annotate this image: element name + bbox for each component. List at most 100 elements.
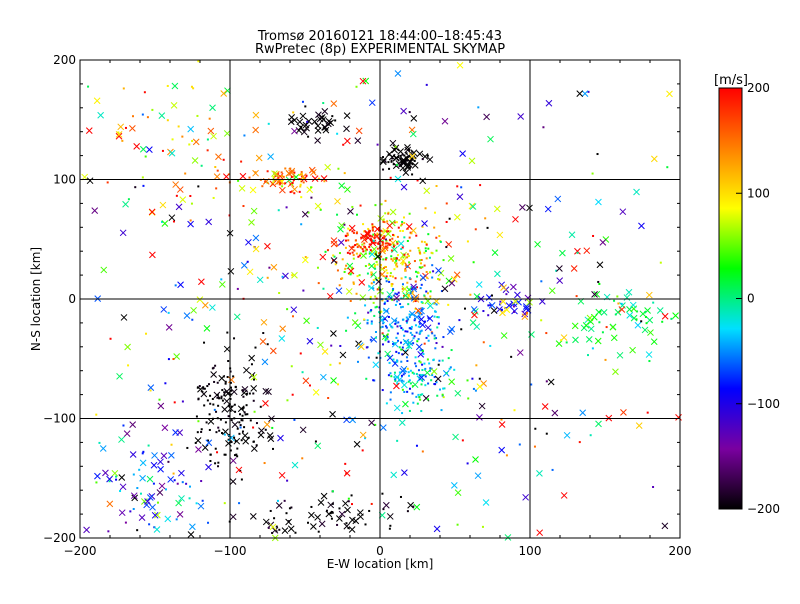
data-point-dot [416, 179, 419, 182]
data-point-dot [389, 524, 392, 527]
data-point-dot [411, 392, 414, 395]
data-point-dot [384, 199, 387, 202]
data-point-dot [463, 307, 466, 310]
data-point-dot [361, 449, 364, 452]
data-point-dot [417, 271, 420, 274]
data-point-cross [250, 373, 258, 381]
data-point-cross [197, 385, 204, 393]
data-point-dot [367, 356, 370, 359]
data-point-dot [372, 281, 375, 284]
data-point-dot [500, 308, 503, 311]
data-point-cross [401, 469, 408, 476]
data-point-dot [200, 164, 203, 167]
data-point-dot [598, 282, 601, 285]
colorbar-tick-label: 100 [747, 186, 770, 200]
data-point-cross [357, 343, 365, 351]
data-point-cross [423, 187, 431, 195]
data-point-dot [434, 383, 437, 386]
data-point-cross [229, 513, 237, 521]
data-point-dot [267, 122, 270, 125]
data-point-dot [196, 431, 199, 434]
data-point-cross [172, 429, 179, 436]
data-point-cross [91, 207, 99, 214]
data-point-cross [415, 343, 423, 351]
data-point-cross [494, 270, 501, 278]
data-point-cross [314, 202, 322, 210]
data-point-dot [394, 145, 397, 148]
data-point-dot [242, 406, 245, 409]
data-point-dot [143, 91, 146, 94]
data-point-dot [545, 380, 548, 383]
data-point-dot [253, 410, 256, 413]
data-point-dot [264, 428, 267, 431]
data-point-dot [373, 379, 376, 382]
data-point-dot [587, 90, 590, 93]
data-point-cross [176, 511, 184, 518]
data-point-dot [499, 300, 502, 303]
data-point-dot [369, 310, 372, 313]
data-point-dot [323, 180, 326, 183]
data-point-dot [245, 404, 248, 407]
data-point-cross [616, 351, 624, 359]
data-point-dot [227, 404, 230, 407]
data-point-dot [408, 236, 411, 239]
data-point-dot [540, 280, 543, 283]
data-point-dot [343, 270, 346, 273]
data-point-dot [472, 261, 475, 264]
data-point-cross [343, 125, 350, 133]
data-point-dot [236, 447, 239, 450]
data-point-dot [324, 250, 327, 253]
data-point-dot [252, 378, 255, 381]
data-point-dot [347, 527, 350, 530]
data-point-dot [229, 386, 232, 389]
data-point-dot [436, 277, 439, 280]
data-point-dot [387, 212, 390, 215]
data-point-dot [350, 494, 353, 497]
data-point-cross [302, 121, 310, 129]
data-point-dot [390, 296, 393, 299]
data-point-dot [401, 318, 404, 321]
data-point-dot [345, 522, 348, 525]
data-point-dot [433, 226, 436, 229]
data-point-cross [115, 131, 123, 138]
data-point-dot [396, 382, 399, 385]
data-point-cross [402, 292, 410, 299]
data-point-dot [352, 282, 355, 285]
data-point-cross [237, 405, 245, 413]
data-point-dot [218, 429, 221, 432]
data-point-dot [317, 282, 320, 285]
data-point-dot [241, 407, 244, 410]
data-point-cross [86, 177, 94, 185]
data-point-dot [542, 126, 545, 129]
data-point-cross [102, 469, 109, 477]
data-point-cross [400, 156, 407, 164]
data-point-cross [398, 419, 406, 426]
data-point-dot [392, 358, 395, 361]
data-point-dot [397, 376, 400, 379]
data-point-dot [407, 303, 410, 306]
data-point-dot [399, 495, 402, 498]
data-point-dot [368, 245, 371, 248]
data-point-cross [141, 498, 148, 505]
data-point-dot [405, 158, 408, 161]
data-point-cross [319, 253, 327, 261]
data-point-cross [393, 154, 400, 162]
data-point-cross [320, 175, 328, 182]
data-point-cross [326, 292, 334, 300]
data-point-dot [426, 292, 429, 295]
data-point-dot [288, 507, 291, 510]
data-point-dot [286, 308, 289, 311]
data-point-dot [223, 502, 226, 505]
data-point-dot [388, 243, 391, 246]
data-point-cross [593, 290, 601, 298]
data-point-dot [222, 158, 225, 161]
data-point-dot [414, 362, 417, 365]
data-point-dot [427, 247, 430, 250]
data-point-cross [499, 309, 506, 317]
data-point-dot [400, 360, 403, 363]
data-point-dot [144, 155, 147, 158]
data-point-dot [395, 221, 398, 224]
data-point-dot [438, 278, 441, 281]
data-point-cross [248, 354, 256, 362]
